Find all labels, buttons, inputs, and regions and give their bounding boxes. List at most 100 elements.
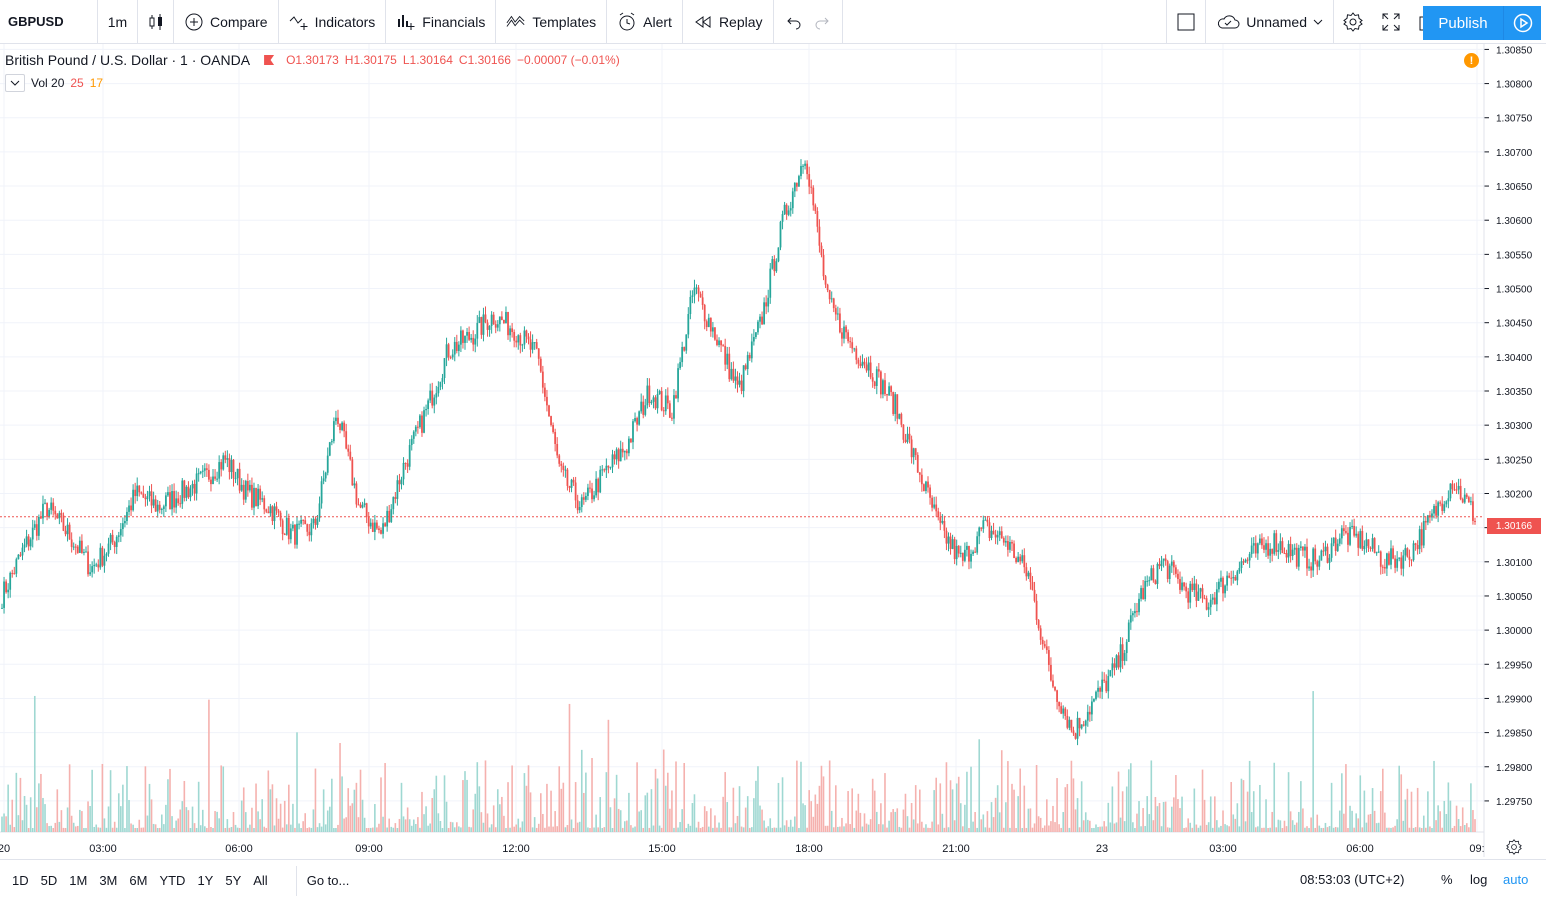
volume-bar — [1066, 784, 1069, 832]
volume-bar — [1242, 780, 1245, 832]
candle-body — [349, 451, 352, 460]
legend-collapse-button[interactable] — [5, 74, 25, 92]
candle-body — [1070, 719, 1073, 731]
volume-bar — [636, 762, 638, 832]
compare-button[interactable]: Compare — [174, 0, 279, 44]
volume-bar — [957, 776, 960, 832]
candle-body — [1379, 551, 1382, 567]
range-3m-button[interactable]: 3M — [99, 873, 118, 888]
volume-bar — [984, 827, 987, 832]
volume-label[interactable]: Vol 20 — [31, 76, 65, 90]
candle-body — [1299, 546, 1302, 548]
range-1m-button[interactable]: 1M — [69, 873, 88, 888]
candle-body — [589, 487, 591, 489]
time-scale-label: 15:00 — [648, 843, 676, 855]
scale-settings-gear-icon[interactable] — [1506, 839, 1522, 855]
candle-body — [1215, 589, 1218, 605]
candle-body — [1441, 503, 1444, 511]
volume-bar — [7, 784, 9, 832]
volume-bar — [144, 766, 147, 832]
volume-bar — [1035, 764, 1038, 832]
volume-bar — [1322, 827, 1325, 832]
volume-bar — [40, 773, 42, 832]
clock-timezone-button[interactable]: 08:53:03 (UTC+2) — [1300, 872, 1405, 887]
candle-body — [943, 520, 946, 531]
candle-body — [683, 347, 686, 351]
financials-button[interactable]: Financials — [386, 0, 497, 44]
auto-scale-button[interactable]: auto — [1503, 872, 1529, 887]
candle-body — [130, 505, 132, 511]
undo-button[interactable] — [774, 0, 808, 44]
candle-body — [48, 509, 51, 517]
candle-body — [373, 522, 376, 532]
candle-body — [287, 517, 290, 540]
candle-body — [232, 459, 235, 479]
volume-bar — [529, 792, 532, 832]
chart-style-button[interactable] — [138, 0, 174, 44]
volume-bar — [570, 819, 573, 832]
volume-bar — [806, 827, 808, 832]
volume-bar — [1244, 821, 1247, 832]
volume-bar — [312, 809, 315, 832]
volume-bar — [757, 766, 759, 832]
candle-body — [152, 499, 155, 506]
save-layout-button[interactable]: Unnamed — [1206, 0, 1334, 44]
range-1d-button[interactable]: 1D — [12, 873, 29, 888]
volume-bar — [566, 825, 569, 832]
range-6m-button[interactable]: 6M — [129, 873, 148, 888]
goto-button[interactable]: Go to... — [295, 865, 360, 896]
volume-bar — [228, 827, 231, 832]
range-ytd-button[interactable]: YTD — [159, 873, 186, 888]
range-5y-button[interactable]: 5Y — [225, 873, 242, 888]
candle-body — [52, 502, 55, 511]
candle-body — [99, 547, 102, 568]
layout-select-button[interactable] — [1166, 0, 1207, 44]
percent-scale-button[interactable]: % — [1441, 872, 1453, 887]
interval-button[interactable]: 1m — [98, 0, 138, 44]
volume-bar — [1082, 820, 1085, 832]
publish-play-button[interactable] — [1503, 6, 1541, 40]
candle-body — [818, 226, 821, 246]
redo-button[interactable] — [808, 0, 843, 44]
symbol-search-button[interactable]: GBPUSD — [0, 0, 98, 44]
bottom-toolbar: 1D 5D 1M 3M 6M YTD 1Y 5Y All Go to... 08… — [0, 859, 1546, 901]
range-all-button[interactable]: All — [253, 873, 268, 888]
volume-bar — [412, 819, 415, 832]
time-scale-label: 03:00 — [89, 843, 117, 855]
candle-body — [449, 357, 452, 359]
candle-body — [302, 519, 305, 521]
price-chart[interactable]: 1.308501.308001.307501.307001.306501.306… — [0, 44, 1546, 859]
chart-area[interactable]: 1.30850 1.30800 1.30750 1.30700 1.30650 1.306… — [0, 44, 1546, 859]
alert-button[interactable]: Alert — [607, 0, 683, 44]
volume-bar — [361, 799, 364, 832]
volume-bar — [851, 788, 854, 832]
candle-body — [187, 486, 190, 498]
volume-bar — [1318, 825, 1321, 832]
warning-icon[interactable]: ! — [1464, 53, 1479, 68]
range-1y-button[interactable]: 1Y — [197, 873, 214, 888]
candle-body — [888, 386, 890, 396]
candle-body — [619, 448, 622, 462]
series-title[interactable]: British Pound / U.S. Dollar · 1 · OANDA — [5, 52, 251, 68]
volume-bar — [1033, 823, 1036, 832]
volume-bar — [878, 824, 880, 832]
replay-button[interactable]: Replay — [683, 0, 774, 44]
fullscreen-button[interactable] — [1372, 0, 1410, 44]
volume-bar — [79, 809, 81, 832]
settings-button[interactable] — [1334, 0, 1372, 44]
candle-body — [644, 405, 647, 415]
volume-bar — [892, 809, 894, 832]
candle-body — [1357, 533, 1360, 548]
templates-button[interactable]: Templates — [496, 0, 608, 44]
candle-body — [318, 503, 321, 519]
volume-bar — [1086, 819, 1089, 832]
volume-bar — [234, 824, 237, 832]
log-scale-button[interactable]: log — [1470, 872, 1488, 887]
legend-change: −0.00007 (−0.01%) — [516, 53, 620, 67]
range-5d-button[interactable]: 5D — [40, 873, 58, 888]
flag-icon[interactable] — [264, 55, 275, 65]
indicators-button[interactable]: Indicators — [279, 0, 387, 44]
candle-body — [976, 536, 979, 553]
candle-body — [1160, 560, 1163, 567]
publish-button[interactable]: Publish — [1423, 6, 1503, 40]
